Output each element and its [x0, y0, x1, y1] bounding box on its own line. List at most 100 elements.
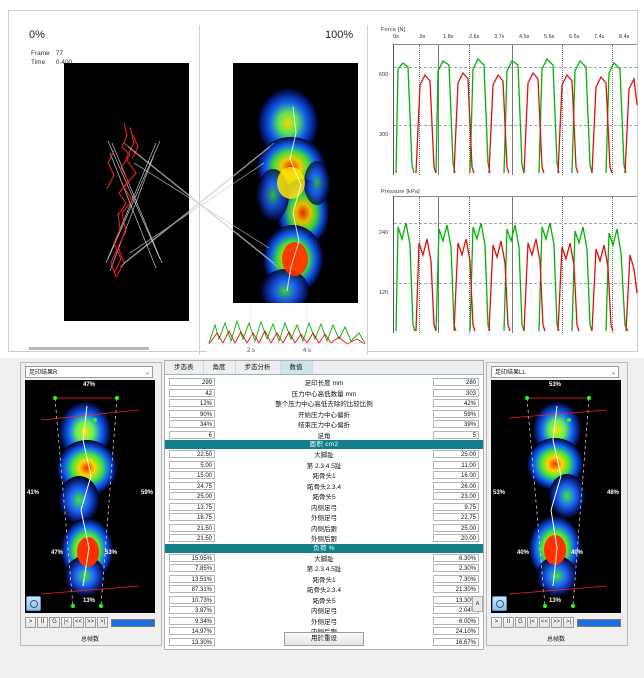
right-value-field[interactable]: 20.00 [433, 534, 479, 543]
left-value-field[interactable]: 7.85% [169, 564, 215, 573]
frame-info: Frame 77 Time 0.400 [31, 49, 78, 67]
right-value-field[interactable]: 22.75 [433, 513, 479, 522]
right-value-field[interactable]: 6.00% [433, 616, 479, 625]
right-play-button[interactable]: > [491, 617, 502, 628]
left-value-field[interactable]: 15.95% [169, 553, 215, 562]
left-value-field[interactable]: 299 [169, 378, 215, 387]
row-label: 跖骨头2.3.4 [307, 587, 341, 595]
right-foot-analysis-view[interactable]: 53% 53% 48% 40% 40% 13% [491, 380, 621, 613]
right-value-field[interactable]: 26.00 [433, 481, 479, 490]
right-prev-button[interactable]: << [539, 617, 550, 628]
right-view-selector-label: 足印结果LL [495, 370, 526, 376]
frame-value: 77 [55, 50, 64, 57]
left-frame-slider[interactable] [111, 618, 155, 627]
left-value-field[interactable]: 21.50 [169, 523, 215, 532]
left-value-field[interactable]: 12% [169, 399, 215, 408]
tab-gait-analysis[interactable]: 步态分析 [236, 361, 281, 374]
reset-button[interactable]: 用於重设 [284, 632, 364, 646]
tab-angle[interactable]: 角度 [204, 361, 236, 374]
measurements-panel: 步态表 角度 步态分析 数值 299 足印长度 mm 280 42 压力中心高低数量 m… [164, 360, 484, 650]
right-value-field[interactable]: 303 [433, 388, 479, 397]
right-snapshot-icon[interactable] [492, 596, 507, 611]
right-value-field[interactable]: 24.10% [433, 627, 479, 636]
table-row: 6 足角 5 [165, 430, 483, 441]
left-value-field[interactable]: 3.87% [169, 606, 215, 615]
left-value-field[interactable]: 24.75 [169, 481, 215, 490]
section-rows: 299 足印长度 mm 280 42 压力中心高低数量 mm 303 12% 整个压力中心高低… [165, 377, 483, 440]
left-value-field[interactable]: 9.34% [169, 616, 215, 625]
left-view-selector[interactable]: 足印结果R ⌄ [25, 366, 153, 378]
right-value-field[interactable]: 2.30% [433, 564, 479, 573]
right-value-field[interactable]: 5 [433, 430, 479, 439]
right-next-button[interactable]: >> [551, 617, 562, 628]
left-value-field[interactable]: 15.00 [169, 471, 215, 480]
left-goto-button[interactable]: G [49, 617, 60, 628]
right-value-field[interactable]: 21.30% [433, 585, 479, 594]
left-value-field[interactable]: 90% [169, 409, 215, 418]
tick-1: .9s [418, 34, 426, 40]
right-foot-pressure-map[interactable] [233, 63, 358, 321]
table-row: 18.75 外侧足弓 22.75 [165, 512, 483, 523]
left-snapshot-icon[interactable] [26, 596, 41, 611]
row-label: 内侧足弓 [311, 504, 337, 512]
left-value-field[interactable]: 87.31% [169, 585, 215, 594]
tick-2: 1.8s [443, 34, 454, 40]
left-value-field[interactable]: 13.75 [169, 502, 215, 511]
left-value-field[interactable]: 6 [169, 430, 215, 439]
pressure-graph-plot[interactable] [393, 196, 638, 333]
right-value-field[interactable]: 280 [433, 378, 479, 387]
right-last-button[interactable]: >| [563, 617, 574, 628]
left-value-field[interactable]: 5.00 [169, 460, 215, 469]
tab-values[interactable]: 数值 [280, 361, 313, 374]
right-frame-slider[interactable] [577, 618, 621, 627]
right-value-field[interactable]: 23.00 [433, 492, 479, 501]
measurements-tabs: 步态表 角度 步态分析 数值 [165, 361, 483, 375]
left-next-button[interactable]: >> [85, 617, 96, 628]
left-foot-percent: 0% [29, 29, 45, 41]
left-prev-button[interactable]: << [73, 617, 84, 628]
left-value-field[interactable]: 22.50 [169, 450, 215, 459]
right-value-field[interactable]: 59% [433, 409, 479, 418]
left-last-button[interactable]: >| [97, 617, 108, 628]
left-value-field[interactable]: 34% [169, 420, 215, 429]
right-value-field[interactable]: 7.30% [433, 574, 479, 583]
left-value-field[interactable]: 25.00 [169, 492, 215, 501]
mini-tick-4s: 4 s [303, 348, 312, 354]
right-value-field[interactable]: 16.00 [433, 471, 479, 480]
right-pause-button[interactable]: II [503, 617, 514, 628]
left-value-field[interactable]: 13.51% [169, 574, 215, 583]
right-value-field[interactable]: 42% [433, 399, 479, 408]
right-first-button[interactable]: |< [527, 617, 538, 628]
right-view-selector[interactable]: 足印结果LL ⌄ [491, 366, 619, 378]
time-value: 0.400 [55, 59, 73, 66]
left-value-field[interactable]: 14.97% [169, 627, 215, 636]
left-value-field[interactable]: 10.73% [169, 595, 215, 604]
tab-gait-table[interactable]: 步态表 [165, 361, 204, 374]
right-value-field[interactable]: 16.67% [433, 637, 479, 646]
right-value-field[interactable]: 9.75 [433, 502, 479, 511]
right-value-field[interactable]: 6.30% [433, 553, 479, 562]
left-foot-analysis-view[interactable]: 47% 41% 59% 47% 53% 13% [25, 380, 155, 613]
force-graph-title: Force [N] [381, 27, 406, 33]
row-label: 跖骨头5 [312, 494, 336, 502]
left-first-button[interactable]: |< [61, 617, 72, 628]
right-value-field[interactable]: 25.00 [433, 450, 479, 459]
left-value-field[interactable]: 13.30% [169, 637, 215, 646]
tick-3: 2.6s [469, 34, 480, 40]
left-foot-cop-view[interactable] [64, 63, 189, 321]
right-value-field[interactable]: 11.00 [433, 460, 479, 469]
force-graph-ticks: 0s .9s 1.8s 2.6s 3.7s 4.5s 5.6s 6.5s 7.4… [393, 34, 637, 44]
right-value-field[interactable]: 39% [433, 420, 479, 429]
right-value-field[interactable]: 25.00 [433, 523, 479, 532]
left-value-field[interactable]: 21.50 [169, 534, 215, 543]
table-row: 12% 整个压力中心高低去除的比较比例 42% [165, 398, 483, 409]
left-value-field[interactable]: 18.75 [169, 513, 215, 522]
pressure-ylabel-top: 240 [379, 230, 389, 236]
left-value-field[interactable]: 42 [169, 388, 215, 397]
force-graph-plot[interactable] [393, 44, 638, 175]
force-graph-wrap: Force [N] 0s .9s 1.8s 2.6s 3.7s 4.5s 5.6… [379, 27, 638, 175]
left-play-button[interactable]: > [25, 617, 36, 628]
right-goto-button[interactable]: G [515, 617, 526, 628]
left-pause-button[interactable]: II [37, 617, 48, 628]
